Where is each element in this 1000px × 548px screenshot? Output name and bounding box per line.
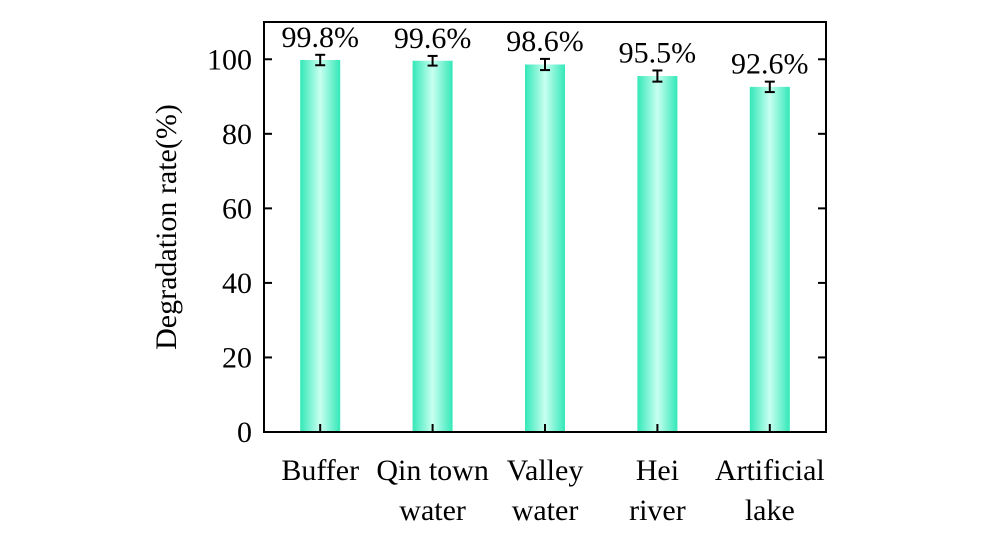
- x-tick-label: Buffer: [281, 454, 359, 487]
- plot-frame: [263, 21, 827, 433]
- x-tick-label: water: [399, 494, 466, 527]
- data-label: 99.6%: [394, 22, 472, 55]
- bar: [412, 60, 453, 432]
- bar: [749, 86, 790, 432]
- data-label: 98.6%: [506, 25, 584, 58]
- data-label: 99.8%: [281, 21, 359, 54]
- x-tick-label: Qin town: [376, 454, 489, 487]
- value-labels-layer: 99.8% 99.6% 98.6% 95.5% 92.6%: [281, 21, 808, 81]
- x-tick-label: Artificial: [715, 454, 825, 487]
- x-tick-label: lake: [745, 494, 795, 527]
- x-tick-label: Valley: [507, 454, 584, 487]
- bar: [637, 76, 678, 432]
- y-tick-label: 80: [222, 118, 252, 151]
- bars-layer: [300, 60, 790, 432]
- y-tick-label: 0: [237, 416, 252, 449]
- y-tick-label: 60: [222, 192, 252, 225]
- y-tick-label: 40: [222, 267, 252, 300]
- x-tick-label: Hei: [636, 454, 679, 487]
- error-bars-layer: [315, 53, 775, 94]
- bar: [525, 64, 565, 432]
- bar: [300, 60, 341, 432]
- data-label: 92.6%: [731, 48, 809, 81]
- y-axis: 0 20 40 60 80 100: [207, 43, 826, 449]
- y-tick-label: 20: [222, 341, 252, 374]
- data-label: 95.5%: [619, 36, 697, 69]
- y-tick-label: 100: [207, 43, 252, 76]
- x-tick-label: water: [512, 494, 579, 527]
- x-tick-label: river: [629, 494, 686, 527]
- x-axis: Buffer Qin town water Valley water Hei river Ar…: [281, 424, 825, 527]
- y-axis-label: Degradation rate(%): [150, 104, 183, 350]
